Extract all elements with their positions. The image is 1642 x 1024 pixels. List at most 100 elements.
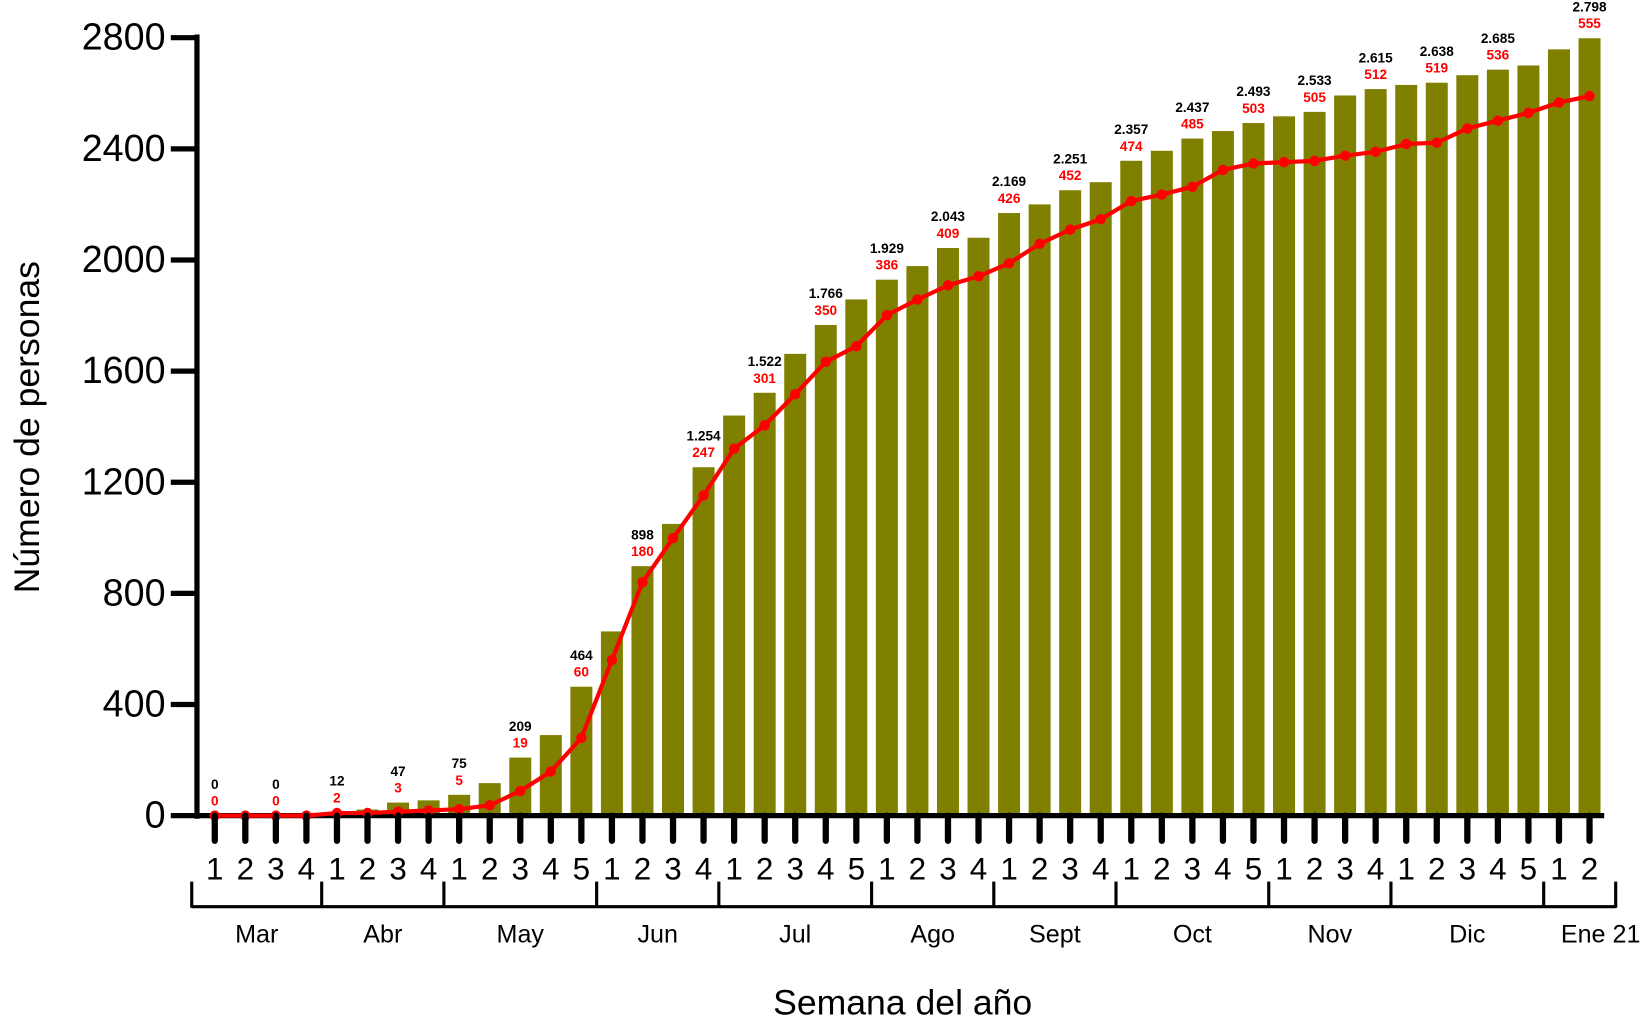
group-label: Abr bbox=[363, 921, 402, 949]
bar bbox=[1120, 160, 1143, 816]
bar bbox=[753, 392, 776, 816]
line-marker bbox=[759, 420, 770, 431]
line-marker bbox=[1187, 181, 1198, 193]
bar-value-label: 47 bbox=[390, 764, 405, 779]
y-tick-label: 0 bbox=[145, 794, 166, 836]
group-label: Sept bbox=[1029, 921, 1081, 949]
line-value-label: 485 bbox=[1181, 117, 1204, 132]
bar-value-label: 2.638 bbox=[1420, 44, 1454, 59]
line-value-label: 0 bbox=[211, 794, 219, 809]
group-label: Nov bbox=[1308, 921, 1353, 949]
line-value-label: 452 bbox=[1059, 168, 1082, 183]
line-value-label: 180 bbox=[631, 544, 654, 559]
x-tick-label: 3 bbox=[939, 851, 956, 886]
line-value-label: 512 bbox=[1364, 67, 1387, 82]
bar bbox=[570, 686, 593, 816]
bar-value-label: 2.357 bbox=[1114, 122, 1148, 137]
x-tick-label: 2 bbox=[1153, 851, 1170, 886]
line-marker bbox=[667, 532, 679, 544]
bar bbox=[1456, 75, 1479, 816]
line-marker bbox=[1095, 213, 1106, 225]
x-tick-label: 1 bbox=[1123, 851, 1140, 886]
line-value-label: 386 bbox=[876, 258, 899, 273]
bar-value-label: 0 bbox=[211, 777, 219, 792]
bar bbox=[1211, 131, 1234, 816]
bar bbox=[1486, 69, 1509, 816]
bar bbox=[936, 248, 959, 816]
x-tick-label: 5 bbox=[573, 851, 590, 886]
x-tick-label: 4 bbox=[1092, 851, 1109, 886]
bar bbox=[1059, 190, 1082, 816]
bar-value-label: 1.929 bbox=[870, 241, 904, 256]
line-value-label: 409 bbox=[937, 226, 960, 241]
x-tick-label: 4 bbox=[542, 851, 559, 886]
bar-value-label: 2.533 bbox=[1298, 73, 1332, 88]
x-tick-label: 3 bbox=[786, 851, 803, 886]
x-tick-label: 1 bbox=[725, 851, 742, 886]
x-tick-label: 2 bbox=[909, 851, 926, 886]
group-label: Ago bbox=[910, 921, 955, 949]
x-tick-label: 5 bbox=[848, 851, 865, 886]
x-tick-label: 4 bbox=[1367, 851, 1384, 886]
line-marker bbox=[1370, 146, 1381, 158]
bar-value-label: 12 bbox=[329, 774, 345, 789]
bar bbox=[906, 266, 929, 816]
line-value-label: 426 bbox=[998, 191, 1021, 206]
line-value-label: 2 bbox=[333, 790, 341, 805]
line-value-label: 350 bbox=[814, 303, 837, 318]
line-value-label: 3 bbox=[394, 781, 402, 796]
line-marker bbox=[1217, 164, 1229, 176]
x-tick-label: 1 bbox=[1397, 851, 1414, 886]
line-marker bbox=[1553, 97, 1565, 108]
line-marker bbox=[698, 490, 709, 501]
line-value-label: 19 bbox=[513, 736, 529, 751]
line-marker bbox=[1126, 195, 1137, 207]
line-marker bbox=[1523, 107, 1534, 119]
bar bbox=[1303, 111, 1326, 816]
line-marker bbox=[1492, 115, 1504, 126]
bar bbox=[998, 213, 1021, 816]
y-tick-label: 1600 bbox=[82, 349, 166, 391]
bar-value-label: 2.169 bbox=[992, 174, 1026, 189]
y-axis-label: Número de personas bbox=[7, 261, 47, 593]
x-tick-label: 2 bbox=[634, 851, 651, 886]
group-label: Jun bbox=[638, 921, 678, 949]
x-tick-label: 1 bbox=[206, 851, 223, 886]
line-marker bbox=[1431, 137, 1443, 148]
group-label: Dic bbox=[1449, 921, 1485, 949]
bar-value-label: 2.615 bbox=[1359, 50, 1393, 65]
bar-value-label: 464 bbox=[570, 648, 593, 663]
line-value-label: 555 bbox=[1578, 16, 1601, 31]
bar-value-label: 2.685 bbox=[1481, 31, 1515, 46]
line-value-label: 519 bbox=[1425, 61, 1448, 76]
group-label: Oct bbox=[1173, 921, 1212, 949]
line-marker bbox=[942, 280, 954, 291]
bar-value-label: 1.766 bbox=[809, 286, 843, 301]
bar-value-label: 2.437 bbox=[1175, 100, 1209, 115]
bar bbox=[1578, 38, 1601, 816]
line-value-label: 474 bbox=[1120, 139, 1143, 154]
line-marker bbox=[1156, 189, 1168, 200]
line-marker bbox=[1064, 224, 1076, 235]
x-tick-label: 3 bbox=[512, 851, 529, 886]
group-label: Jul bbox=[779, 921, 811, 949]
line-marker bbox=[576, 732, 587, 744]
line-marker bbox=[1400, 138, 1412, 150]
x-tick-label: 1 bbox=[1000, 851, 1017, 886]
bar bbox=[784, 353, 807, 816]
x-tick-label: 2 bbox=[756, 851, 773, 886]
bar-value-label: 2.493 bbox=[1236, 84, 1270, 99]
x-tick-label: 4 bbox=[695, 851, 712, 886]
line-value-label: 505 bbox=[1303, 90, 1326, 105]
x-tick-label: 2 bbox=[1428, 851, 1445, 886]
line-value-label: 5 bbox=[455, 773, 463, 788]
line-marker bbox=[973, 271, 984, 282]
x-tick-label: 3 bbox=[1184, 851, 1201, 886]
line-marker bbox=[423, 805, 434, 816]
x-tick-label: 2 bbox=[1306, 851, 1323, 886]
x-tick-label: 4 bbox=[817, 851, 834, 886]
bar bbox=[1242, 122, 1265, 816]
line-marker bbox=[1034, 238, 1045, 250]
x-tick-label: 1 bbox=[878, 851, 895, 886]
